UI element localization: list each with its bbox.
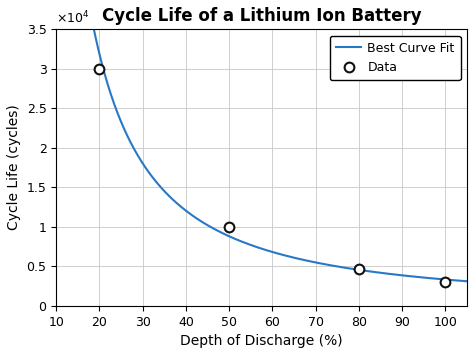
Data <box>227 225 232 229</box>
Best Curve Fit <box>302 258 308 262</box>
Data <box>443 280 448 284</box>
Y-axis label: Cycle Life (cycles): Cycle Life (cycles) <box>7 105 21 230</box>
Legend: Best Curve Fit, Data: Best Curve Fit, Data <box>330 36 461 80</box>
Data <box>356 267 362 271</box>
X-axis label: Depth of Discharge (%): Depth of Discharge (%) <box>180 334 343 348</box>
Line: Best Curve Fit: Best Curve Fit <box>73 0 467 281</box>
Title: Cycle Life of a Lithium Ion Battery: Cycle Life of a Lithium Ion Battery <box>102 7 421 25</box>
Text: $\times10^4$: $\times10^4$ <box>56 10 90 27</box>
Data <box>97 67 102 71</box>
Best Curve Fit <box>334 264 339 268</box>
Best Curve Fit <box>249 243 255 247</box>
Best Curve Fit <box>464 279 470 283</box>
Line: Data: Data <box>95 64 450 287</box>
Best Curve Fit <box>140 162 146 166</box>
Best Curve Fit <box>367 269 373 274</box>
Best Curve Fit <box>172 199 178 203</box>
